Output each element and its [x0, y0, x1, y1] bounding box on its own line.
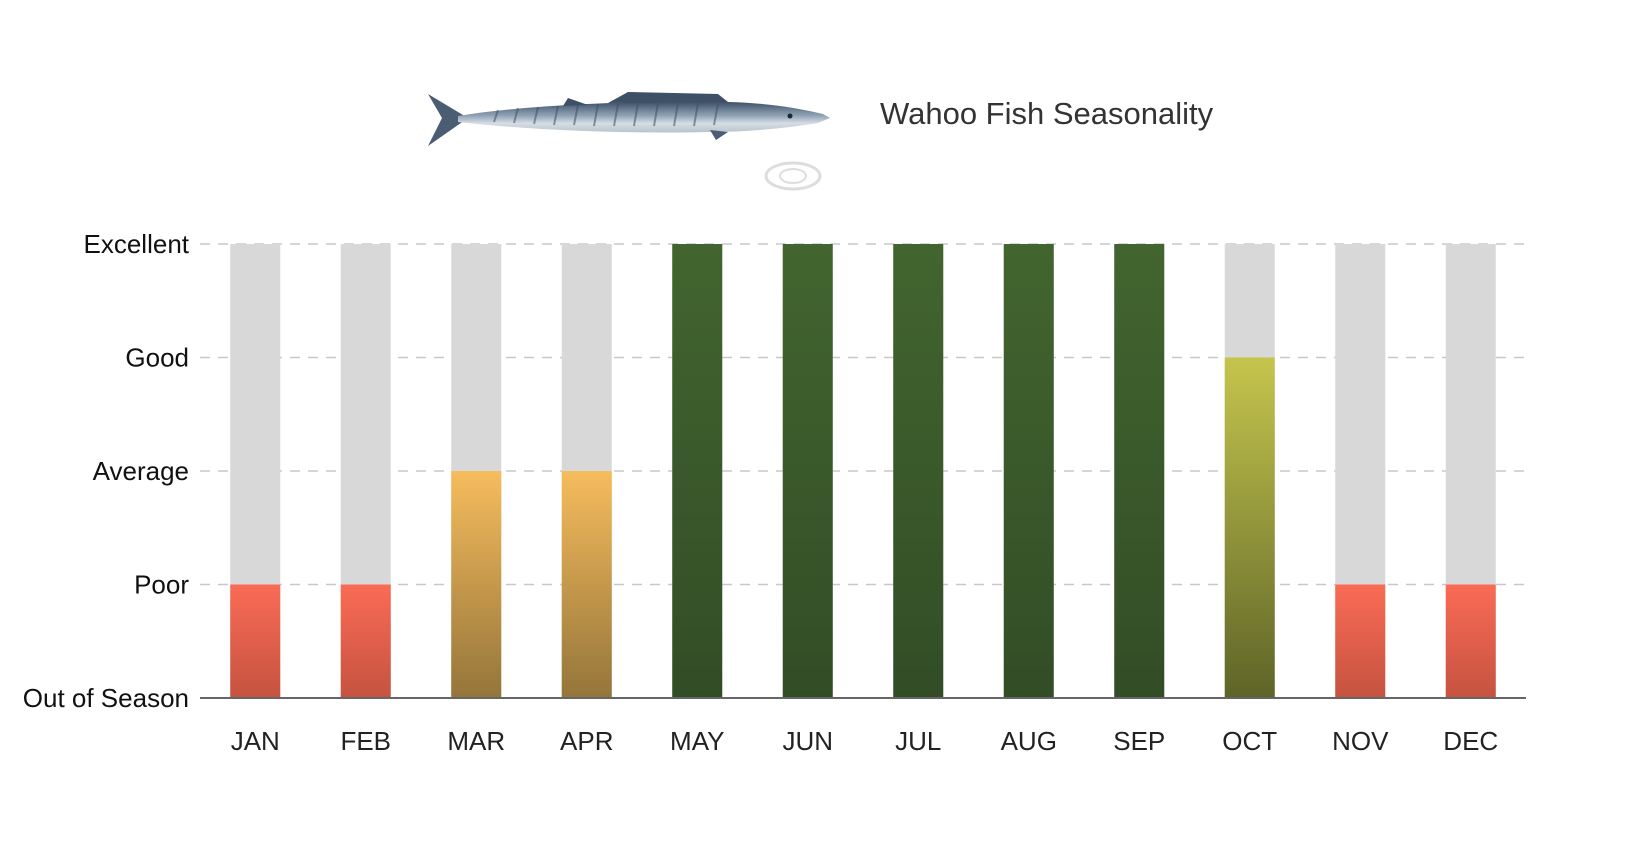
- bar-dec: [1445, 584, 1496, 698]
- x-tick-label: APR: [560, 726, 613, 756]
- brand-logo-watermark: [764, 161, 822, 191]
- x-tick-label: FEB: [340, 726, 391, 756]
- x-tick-label: JUN: [782, 726, 833, 756]
- gridlines: [200, 243, 1526, 586]
- chart-title: Wahoo Fish Seasonality: [880, 96, 1214, 131]
- x-tick-label: JUL: [895, 726, 941, 756]
- bar-jun: [782, 244, 833, 698]
- x-tick-label: MAY: [670, 726, 724, 756]
- x-tick-label: JAN: [231, 726, 280, 756]
- bar-nov: [1335, 584, 1386, 698]
- x-tick-label: NOV: [1332, 726, 1389, 756]
- y-tick-label: Good: [125, 343, 189, 373]
- x-axis-ticks: JAN FEB MAR APR MAY JUN JUL AUG SEP OCT NOV DEC: [231, 726, 1499, 756]
- x-tick-label: MAR: [447, 726, 505, 756]
- y-tick-label: Out of Season: [23, 683, 189, 713]
- x-tick-label: DEC: [1443, 726, 1498, 756]
- bar-aug: [1003, 244, 1054, 698]
- bar-jan: [230, 584, 281, 698]
- bar-may: [672, 244, 723, 698]
- bars: [230, 244, 1496, 698]
- bar-apr: [561, 471, 612, 698]
- y-tick-label: Average: [93, 456, 189, 486]
- bar-mar: [451, 471, 502, 698]
- x-tick-label: OCT: [1222, 726, 1277, 756]
- x-tick-label: AUG: [1001, 726, 1057, 756]
- y-axis-ticks: Out of Season Poor Average Good Excellent: [23, 229, 190, 713]
- x-tick-label: SEP: [1113, 726, 1165, 756]
- bar-sep: [1114, 244, 1165, 698]
- y-tick-label: Poor: [134, 570, 189, 600]
- y-tick-label: Excellent: [84, 229, 190, 259]
- bar-oct: [1224, 357, 1275, 698]
- bar-jul: [893, 244, 944, 698]
- wahoo-fish-illustration: [428, 92, 830, 146]
- bar-feb: [340, 584, 391, 698]
